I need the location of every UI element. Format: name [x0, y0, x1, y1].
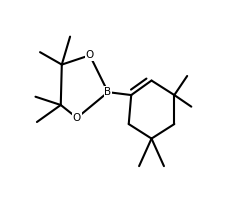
Text: O: O — [73, 113, 81, 123]
Text: B: B — [104, 87, 112, 97]
Text: O: O — [86, 50, 94, 60]
